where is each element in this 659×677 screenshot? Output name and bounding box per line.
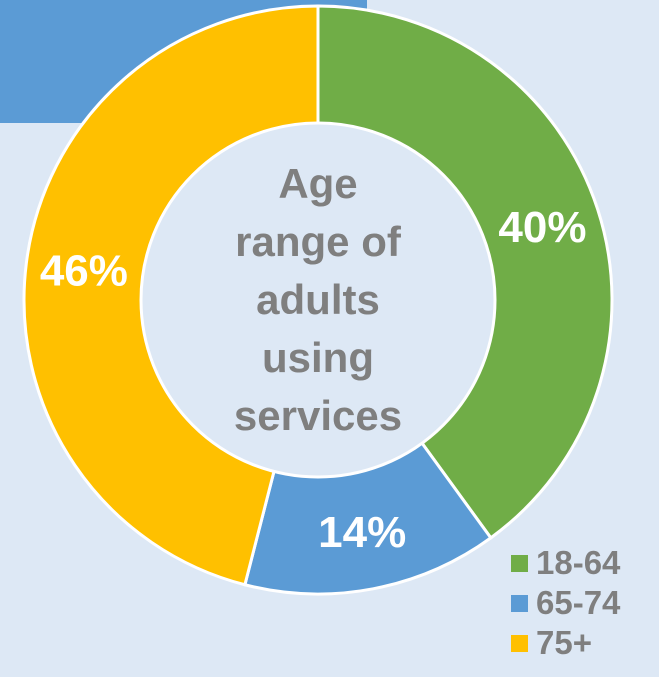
legend-swatch [511, 554, 528, 572]
legend-item-65-74: 65-74 [511, 583, 659, 623]
legend-item-18-64: 18-64 [511, 543, 659, 583]
legend: 18-64 65-74 75+ [511, 543, 659, 663]
legend-label: 75+ [536, 624, 592, 661]
center-title: Age range of adults using services [234, 160, 402, 439]
legend-swatch [511, 634, 528, 652]
center-title-line: adults [256, 276, 380, 323]
slice-label-75+: 46% [40, 246, 128, 295]
center-title-line: using [262, 334, 374, 381]
slice-label-65-74: 14% [318, 508, 406, 557]
legend-label: 18-64 [536, 544, 621, 581]
legend-label: 65-74 [536, 584, 621, 621]
slice-labels-group: 40% 14% 46% [40, 203, 587, 557]
legend-swatch [511, 594, 528, 612]
slice-label-18-64: 40% [498, 203, 586, 252]
center-title-line: range of [235, 218, 402, 265]
center-title-line: Age [278, 160, 357, 207]
center-title-line: services [234, 392, 402, 439]
legend-item-75+: 75+ [511, 623, 659, 663]
donut-center [139, 121, 497, 479]
